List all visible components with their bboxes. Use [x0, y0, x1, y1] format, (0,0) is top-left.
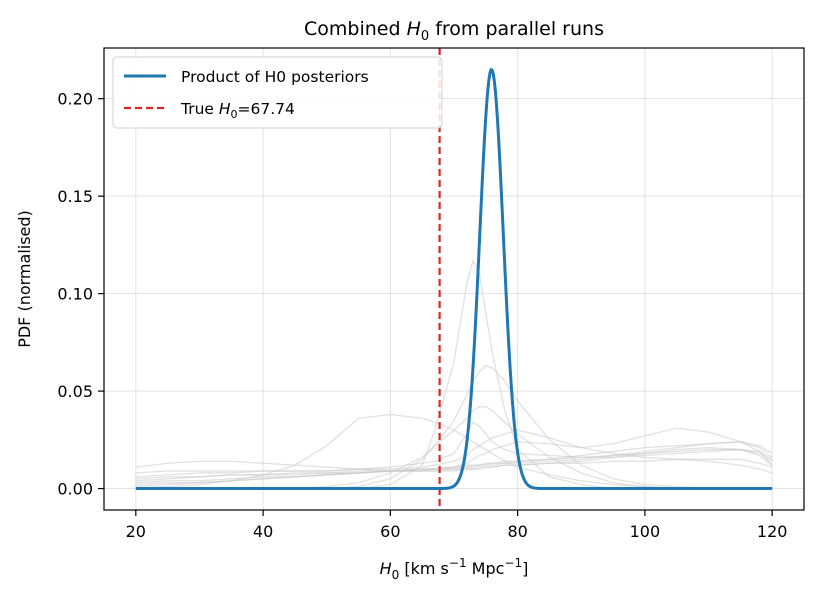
run-line: [135, 448, 773, 480]
y-tick-label: 0.10: [57, 285, 93, 304]
x-tick-label: 40: [253, 522, 273, 541]
run-line: [135, 365, 773, 490]
y-tick-label: 0.00: [57, 480, 93, 499]
individual-runs: [135, 258, 773, 490]
legend-box: [112, 56, 443, 129]
chart-title: Combined H0 from parallel runs: [304, 18, 604, 44]
y-tick-label: 0.20: [57, 90, 93, 109]
run-line: [135, 441, 773, 488]
x-tick-label: 120: [757, 522, 788, 541]
y-tick-label: 0.05: [57, 382, 93, 401]
y-tick-label: 0.15: [57, 187, 93, 206]
run-line: [135, 458, 773, 472]
legend-label-product: Product of H0 posteriors: [181, 68, 369, 86]
run-line: [135, 258, 773, 490]
plot-frame: [103, 47, 805, 511]
x-axis-label: H0 [km s−1 Mpc−1]: [380, 556, 529, 582]
legend-label-true-h0: True H0=67.74: [180, 100, 295, 121]
product-posterior-line: [135, 67, 773, 491]
run-line: [135, 429, 773, 474]
x-tick-label: 80: [507, 522, 527, 541]
y-axis-ticks: 0.00 0.05 0.10 0.15 0.20: [57, 90, 104, 499]
y-axis-label: PDF (normalised): [15, 210, 34, 348]
run-line: [135, 427, 773, 482]
x-tick-label: 20: [126, 522, 146, 541]
legend: Product of H0 posteriors True H0=67.74: [112, 56, 443, 129]
x-tick-label: 60: [380, 522, 400, 541]
run-line: [135, 446, 773, 484]
x-axis-ticks: 20 40 60 80 100 120: [126, 510, 788, 541]
x-tick-label: 100: [630, 522, 661, 541]
